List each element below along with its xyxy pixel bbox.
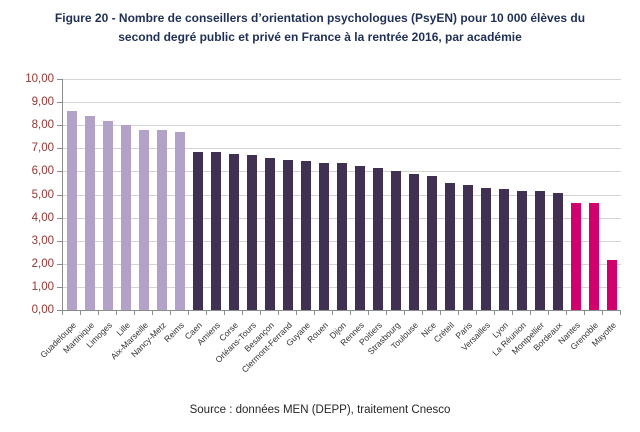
bar-slot xyxy=(495,79,513,310)
bar-besan-on xyxy=(264,157,276,310)
bar-guyane xyxy=(300,161,312,310)
y-tick-label: 1,00 xyxy=(31,280,54,293)
bar-reims xyxy=(174,132,186,310)
bar-cr-teil xyxy=(444,182,456,310)
y-tick-label: 8,00 xyxy=(31,119,54,132)
bar-dijon xyxy=(336,163,348,310)
source-caption: Source : données MEN (DEPP), traitement … xyxy=(189,404,451,416)
bar-rouen xyxy=(318,163,330,310)
bar-slot xyxy=(63,79,81,310)
bar-caen xyxy=(192,151,204,310)
bar-slot xyxy=(189,79,207,310)
bar-versailles xyxy=(480,187,492,310)
bar-slot xyxy=(477,79,495,310)
bar-slot xyxy=(207,79,225,310)
bar-limoges xyxy=(102,120,114,310)
bar-slot xyxy=(333,79,351,310)
bar-lyon xyxy=(498,188,510,310)
bar-slot xyxy=(423,79,441,310)
bar-slot xyxy=(351,79,369,310)
y-tick-mark xyxy=(57,194,62,196)
y-tick-mark xyxy=(57,240,62,242)
bar-toulouse xyxy=(408,173,420,310)
bar-slot xyxy=(585,79,603,310)
y-tick-mark xyxy=(57,148,62,150)
bar-slot xyxy=(297,79,315,310)
plot-area xyxy=(62,79,621,311)
bar-amiens xyxy=(210,151,222,310)
bar-lille xyxy=(120,125,132,310)
y-tick-label: 5,00 xyxy=(31,188,54,201)
bar-slot xyxy=(441,79,459,310)
y-tick-mark xyxy=(57,125,62,127)
y-tick-label: 4,00 xyxy=(31,211,54,224)
gridline xyxy=(63,79,621,80)
y-tick-mark xyxy=(57,310,62,311)
figure-title: Figure 20 - Nombre de conseillers d’orie… xyxy=(0,9,640,47)
bar-slot xyxy=(225,79,243,310)
bar-rennes xyxy=(354,165,366,310)
y-tick-label: 3,00 xyxy=(31,234,54,247)
bar-slot xyxy=(567,79,585,310)
y-tick-label: 9,00 xyxy=(31,96,54,109)
bar-guadeloupe xyxy=(66,111,78,310)
y-tick-mark xyxy=(57,286,62,288)
bar-paris xyxy=(462,185,474,310)
y-tick-mark xyxy=(57,217,62,219)
x-axis-labels: Guadeloupe Martinique Limoges Lille Aix-Mars… xyxy=(38,316,620,408)
bars xyxy=(63,79,621,310)
figure-title-line1: Figure 20 - Nombre de conseillers d’orie… xyxy=(54,11,586,25)
bar-slot xyxy=(531,79,549,310)
bar-slot xyxy=(459,79,477,310)
x-axis-ticks xyxy=(62,311,621,315)
bar-slot xyxy=(243,79,261,310)
bar-poitiers xyxy=(372,167,384,310)
bar-slot xyxy=(135,79,153,310)
bar-mayotte xyxy=(606,260,618,310)
bar-slot xyxy=(549,79,567,310)
y-tick-label: 2,00 xyxy=(31,257,54,270)
gridline xyxy=(63,102,621,104)
figure-title-line2: second degré public et privé en France à… xyxy=(118,30,522,44)
y-tick-label: 7,00 xyxy=(31,142,54,155)
bar-orl-ans-tours xyxy=(246,155,258,310)
bar-martinique xyxy=(84,115,96,310)
bar-montpellier xyxy=(534,191,546,310)
bar-bordeaux xyxy=(552,193,564,310)
bar-slot xyxy=(171,79,189,310)
y-tick-label: 10,00 xyxy=(25,73,54,85)
y-tick-mark xyxy=(57,102,62,104)
bar-slot xyxy=(315,79,333,310)
y-tick-label: 6,00 xyxy=(31,165,54,178)
bar-aix-marseille xyxy=(138,129,150,310)
bar-slot xyxy=(279,79,297,310)
bar-clermont-ferrand xyxy=(282,159,294,310)
bar-slot xyxy=(405,79,423,310)
y-tick-mark xyxy=(57,171,62,173)
bar-strasbourg xyxy=(390,171,402,310)
bar-slot xyxy=(99,79,117,310)
bar-nantes xyxy=(570,202,582,310)
y-tick-label: 0,00 xyxy=(31,304,54,316)
bar-nancy-metz xyxy=(156,129,168,310)
bar-slot xyxy=(153,79,171,310)
bar-la-r-union xyxy=(516,191,528,310)
bar-slot xyxy=(603,79,621,310)
bar-nice xyxy=(426,176,438,310)
bar-slot xyxy=(513,79,531,310)
y-tick-mark xyxy=(57,79,62,80)
gridline xyxy=(63,125,621,127)
bar-slot xyxy=(81,79,99,310)
bar-corse xyxy=(228,154,240,310)
bar-slot xyxy=(261,79,279,310)
bar-slot xyxy=(369,79,387,310)
y-tick-mark xyxy=(57,263,62,265)
gridline xyxy=(63,148,621,150)
bar-slot xyxy=(387,79,405,310)
bar-slot xyxy=(117,79,135,310)
bar-grenoble xyxy=(588,202,600,310)
